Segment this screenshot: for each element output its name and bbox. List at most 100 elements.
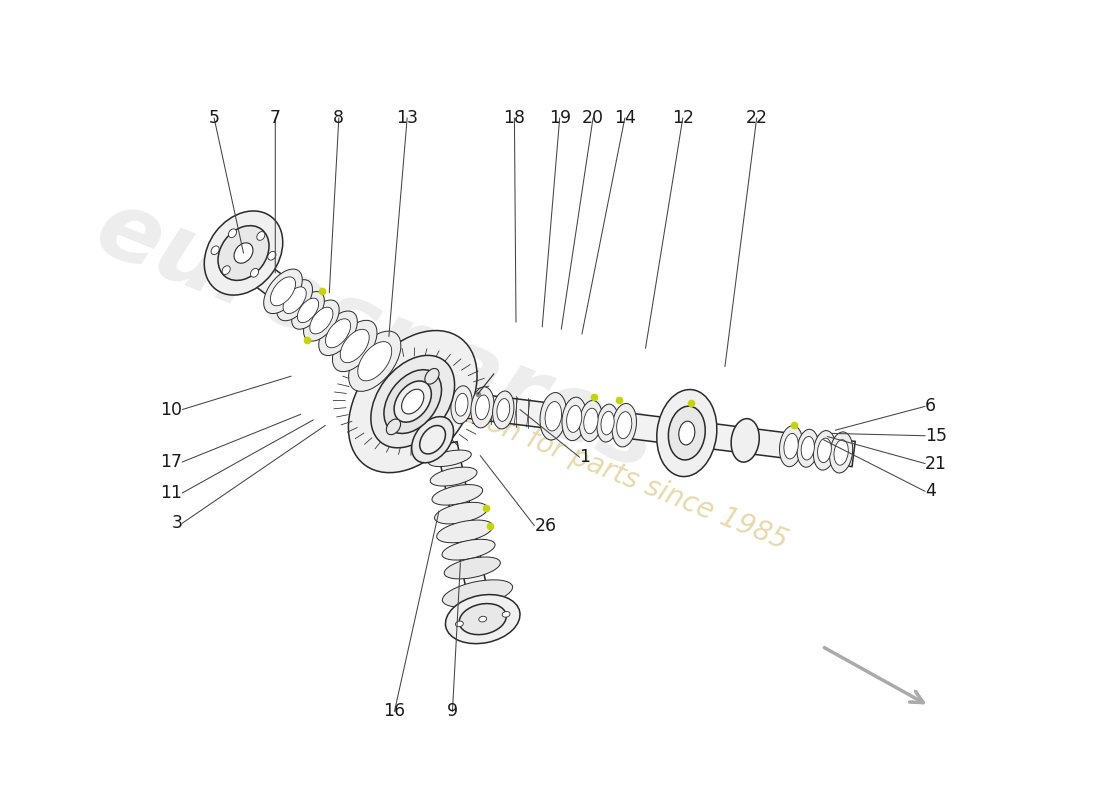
Ellipse shape <box>817 438 832 462</box>
Ellipse shape <box>386 419 400 434</box>
Ellipse shape <box>475 395 490 420</box>
Text: 20: 20 <box>582 109 604 127</box>
Text: 13: 13 <box>396 109 418 127</box>
Text: 12: 12 <box>672 109 694 127</box>
Ellipse shape <box>434 502 487 524</box>
Text: eurospares: eurospares <box>82 182 671 491</box>
Ellipse shape <box>211 246 219 254</box>
Ellipse shape <box>459 603 506 634</box>
Ellipse shape <box>283 287 306 314</box>
Ellipse shape <box>669 406 705 460</box>
Text: 9: 9 <box>447 702 458 721</box>
Ellipse shape <box>222 266 230 274</box>
Ellipse shape <box>451 386 472 424</box>
Ellipse shape <box>271 277 296 306</box>
Ellipse shape <box>264 269 303 314</box>
Ellipse shape <box>411 417 453 463</box>
Ellipse shape <box>597 404 618 442</box>
Text: 4: 4 <box>925 482 936 500</box>
Ellipse shape <box>229 229 236 238</box>
Ellipse shape <box>384 370 441 434</box>
Ellipse shape <box>428 450 471 466</box>
Ellipse shape <box>425 369 439 384</box>
Ellipse shape <box>442 539 495 560</box>
Ellipse shape <box>332 320 377 372</box>
Text: 1: 1 <box>580 448 591 466</box>
Text: 8: 8 <box>333 109 344 127</box>
Ellipse shape <box>455 621 463 626</box>
Polygon shape <box>230 247 412 394</box>
Ellipse shape <box>292 291 324 330</box>
Ellipse shape <box>455 394 468 416</box>
Polygon shape <box>434 389 855 466</box>
Text: 5: 5 <box>209 109 220 127</box>
Text: 14: 14 <box>614 109 636 127</box>
Text: 17: 17 <box>161 453 183 471</box>
Ellipse shape <box>601 411 614 435</box>
Text: 11: 11 <box>161 484 183 502</box>
Ellipse shape <box>444 557 500 579</box>
Ellipse shape <box>420 426 446 454</box>
Ellipse shape <box>478 616 486 622</box>
Text: 6: 6 <box>925 398 936 415</box>
Ellipse shape <box>304 300 339 341</box>
Ellipse shape <box>319 311 358 355</box>
Text: 10: 10 <box>161 401 183 418</box>
Ellipse shape <box>349 331 400 391</box>
Ellipse shape <box>349 330 477 473</box>
Ellipse shape <box>580 401 603 442</box>
Ellipse shape <box>471 387 494 428</box>
Ellipse shape <box>834 440 848 465</box>
Ellipse shape <box>358 342 392 381</box>
Text: 3: 3 <box>172 514 183 532</box>
Ellipse shape <box>310 307 333 334</box>
Text: 26: 26 <box>535 517 557 534</box>
Ellipse shape <box>326 318 351 348</box>
Ellipse shape <box>617 412 631 438</box>
Ellipse shape <box>780 426 803 466</box>
Ellipse shape <box>497 398 509 422</box>
Ellipse shape <box>251 269 258 277</box>
Text: 21: 21 <box>925 454 947 473</box>
Ellipse shape <box>801 437 814 460</box>
Ellipse shape <box>546 402 562 431</box>
Ellipse shape <box>798 430 818 467</box>
Ellipse shape <box>493 391 514 429</box>
Ellipse shape <box>813 430 836 470</box>
Ellipse shape <box>442 580 513 607</box>
Text: 16: 16 <box>384 702 406 721</box>
Text: a passion for parts since 1985: a passion for parts since 1985 <box>392 372 791 555</box>
Ellipse shape <box>566 406 582 432</box>
Ellipse shape <box>829 432 852 473</box>
Ellipse shape <box>562 397 586 441</box>
Ellipse shape <box>371 355 454 448</box>
Ellipse shape <box>432 485 483 505</box>
Ellipse shape <box>394 381 431 422</box>
Ellipse shape <box>267 251 276 260</box>
Text: 15: 15 <box>925 426 947 445</box>
Ellipse shape <box>205 211 283 295</box>
Ellipse shape <box>612 403 637 447</box>
Ellipse shape <box>732 418 759 462</box>
Text: 22: 22 <box>746 109 768 127</box>
Ellipse shape <box>502 611 510 617</box>
Ellipse shape <box>437 520 493 542</box>
Ellipse shape <box>256 231 265 240</box>
Ellipse shape <box>234 243 253 263</box>
Ellipse shape <box>784 434 799 459</box>
Text: 19: 19 <box>549 109 571 127</box>
Text: 18: 18 <box>504 109 526 127</box>
Text: 7: 7 <box>270 109 280 127</box>
Polygon shape <box>437 442 494 629</box>
Ellipse shape <box>340 330 370 362</box>
Ellipse shape <box>446 594 520 644</box>
Ellipse shape <box>218 226 270 281</box>
Ellipse shape <box>297 298 319 322</box>
Ellipse shape <box>679 421 695 445</box>
Ellipse shape <box>277 280 312 321</box>
Ellipse shape <box>540 393 566 440</box>
Ellipse shape <box>584 408 598 434</box>
Ellipse shape <box>402 390 424 414</box>
Ellipse shape <box>657 390 717 477</box>
Ellipse shape <box>430 467 477 486</box>
